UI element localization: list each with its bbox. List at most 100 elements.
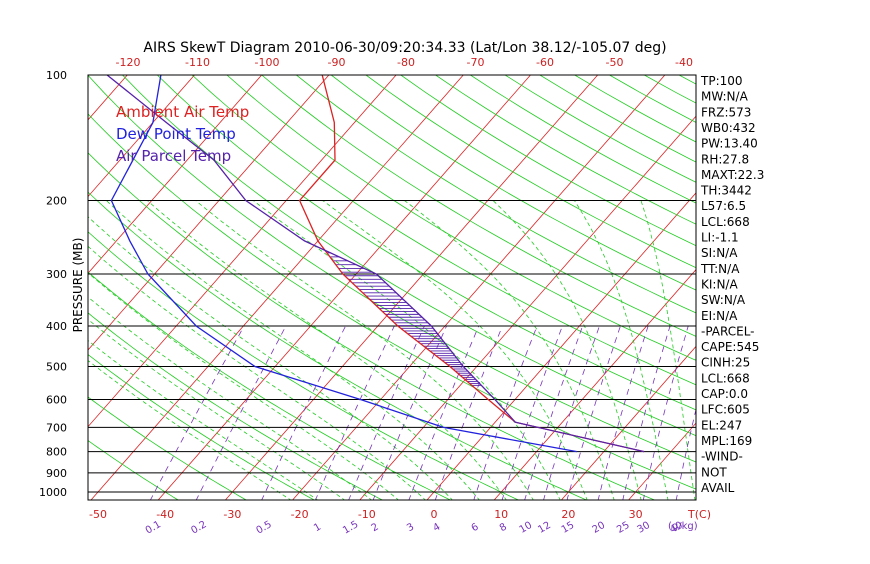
index-value: SI:N/A [701,246,738,260]
moist-adiabat-line [147,201,507,501]
mixing-ratio-tick-label: 6 [470,521,481,534]
index-value: TH:3442 [700,184,752,198]
top-temp-tick-label: -40 [675,56,693,69]
top-temp-tick-label: -80 [397,56,415,69]
pressure-tick-label: 1000 [39,486,67,499]
index-value: CAPE:545 [701,340,759,354]
mixing-ratio-tick-label: 8 [498,521,509,534]
dry-adiabat-line [262,75,870,501]
bottom-temp-tick-label: -50 [89,508,107,521]
chart-title: AIRS SkewT Diagram 2010-06-30/09:20:34.3… [143,40,666,56]
legend-entry: Ambient Air Temp [116,103,249,121]
bottom-temp-tick-label: 10 [494,508,508,521]
top-temp-tick-label: -70 [467,56,485,69]
moist-adiabat-line [641,201,695,501]
index-value: L57:6.5 [701,199,746,213]
mixing-ratio-tick-label: 1 [312,521,323,534]
index-value: CINH:25 [701,356,750,370]
pressure-tick-label: 500 [46,360,67,373]
index-value: -WIND- [701,450,743,464]
mixing-ratio-line [598,326,648,501]
bottom-temp-tick-label: -20 [291,508,309,521]
index-value: TP:100 [700,74,743,88]
pressure-tick-label: 200 [46,195,67,208]
isotherm-line [0,66,1,501]
dry-adiabat-line [436,75,870,501]
moist-adiabat-line [0,201,292,501]
bottom-temp-tick-label: -30 [223,508,241,521]
index-value: -PARCEL- [701,324,755,338]
isotherm-line [829,66,870,501]
mixing-ratio-tick-label: 0.5 [255,519,274,536]
dry-adiabat-line [783,75,870,501]
mixing-ratio-tick-label: 1.5 [341,519,360,536]
top-temp-tick-label: -50 [606,56,624,69]
index-value: MW:N/A [701,90,749,104]
dry-adiabat-line [227,75,870,501]
isotherm-line [292,66,673,501]
index-value: MPL:169 [701,434,752,448]
moist-adiabat-line [71,201,453,501]
index-value: SW:N/A [701,293,746,307]
temp-unit-label: T(C) [687,508,711,521]
bottom-temp-tick-label: 20 [561,508,575,521]
mixing-ratio-tick-label: 0.1 [144,519,163,536]
moist-adiabat-line [323,201,588,501]
mixing-ratio-line [409,326,479,501]
mixing-ratio-line [196,326,286,501]
legend-entry: Air Parcel Temp [116,147,231,165]
isotherm-line [225,66,606,501]
pressure-tick-label: 300 [46,268,67,281]
mixing-ratio-line [623,326,670,501]
index-value: FRZ:573 [701,105,751,119]
dry-adiabat-line [470,75,870,501]
index-value: NOT [701,465,727,479]
y-axis-label: PRESSURE (MB) [71,238,85,333]
top-temp-tick-label: -90 [328,56,346,69]
mixing-ratio-tick-label: 3 [405,521,416,534]
pressure-tick-label: 100 [46,69,67,82]
bottom-temp-tick-label: -40 [156,508,174,521]
top-temp-tick-label: -120 [116,56,141,69]
index-value: LI:-1.1 [701,231,739,245]
index-value: EI:N/A [701,309,738,323]
index-value: MAXT:22.3 [701,168,764,182]
index-value: LCL:668 [701,371,750,385]
legend: Ambient Air Temp Dew Point Temp Air Parcel… [116,103,249,165]
dry-adiabat-line [366,75,870,501]
index-value: LFC:605 [701,403,750,417]
dry-adiabat-line [749,75,870,501]
isotherm-line [0,66,68,501]
mixing-ratio-tick-label: 15 [560,520,577,536]
index-value: LCL:668 [701,215,750,229]
pressure-tick-label: 600 [46,393,67,406]
dry-adiabat-line [401,75,870,501]
bottom-temp-tick-label: 0 [431,508,438,521]
dry-adiabat-line [296,75,870,501]
mixing-ratio-tick-label: 2 [370,521,381,534]
mixing-ratio-tick-label: 30 [636,520,653,536]
mixing-ratio-tick-label: 20 [591,520,608,536]
top-temp-tick-label: -100 [255,56,280,69]
dry-adiabat-line [18,75,656,501]
dry-adiabat-line [331,75,870,501]
pressure-tick-label: 800 [46,446,67,459]
index-value: CAP:0.0 [701,387,748,401]
index-value: PW:13.40 [701,137,758,151]
mixing-ratio-tick-label: 4 [431,521,442,534]
dry-adiabat-line [505,75,870,501]
index-value: WB0:432 [701,121,756,135]
mixing-ratio-tick-label: 25 [615,520,632,536]
mixing-ratio-tick-label: 10 [518,520,535,536]
pressure-tick-label: 700 [46,421,67,434]
bottom-temp-tick-label: 30 [629,508,643,521]
mixing-ratio-tick-label: 0.2 [189,519,208,536]
index-value: AVAIL [701,481,735,495]
isotherm-line [762,66,870,501]
mixing-ratio-unit-label: (g/kg) [668,521,698,532]
index-value: EL:247 [701,418,742,432]
index-value: RH:27.8 [701,152,749,166]
legend-entry: Dew Point Temp [116,125,236,143]
